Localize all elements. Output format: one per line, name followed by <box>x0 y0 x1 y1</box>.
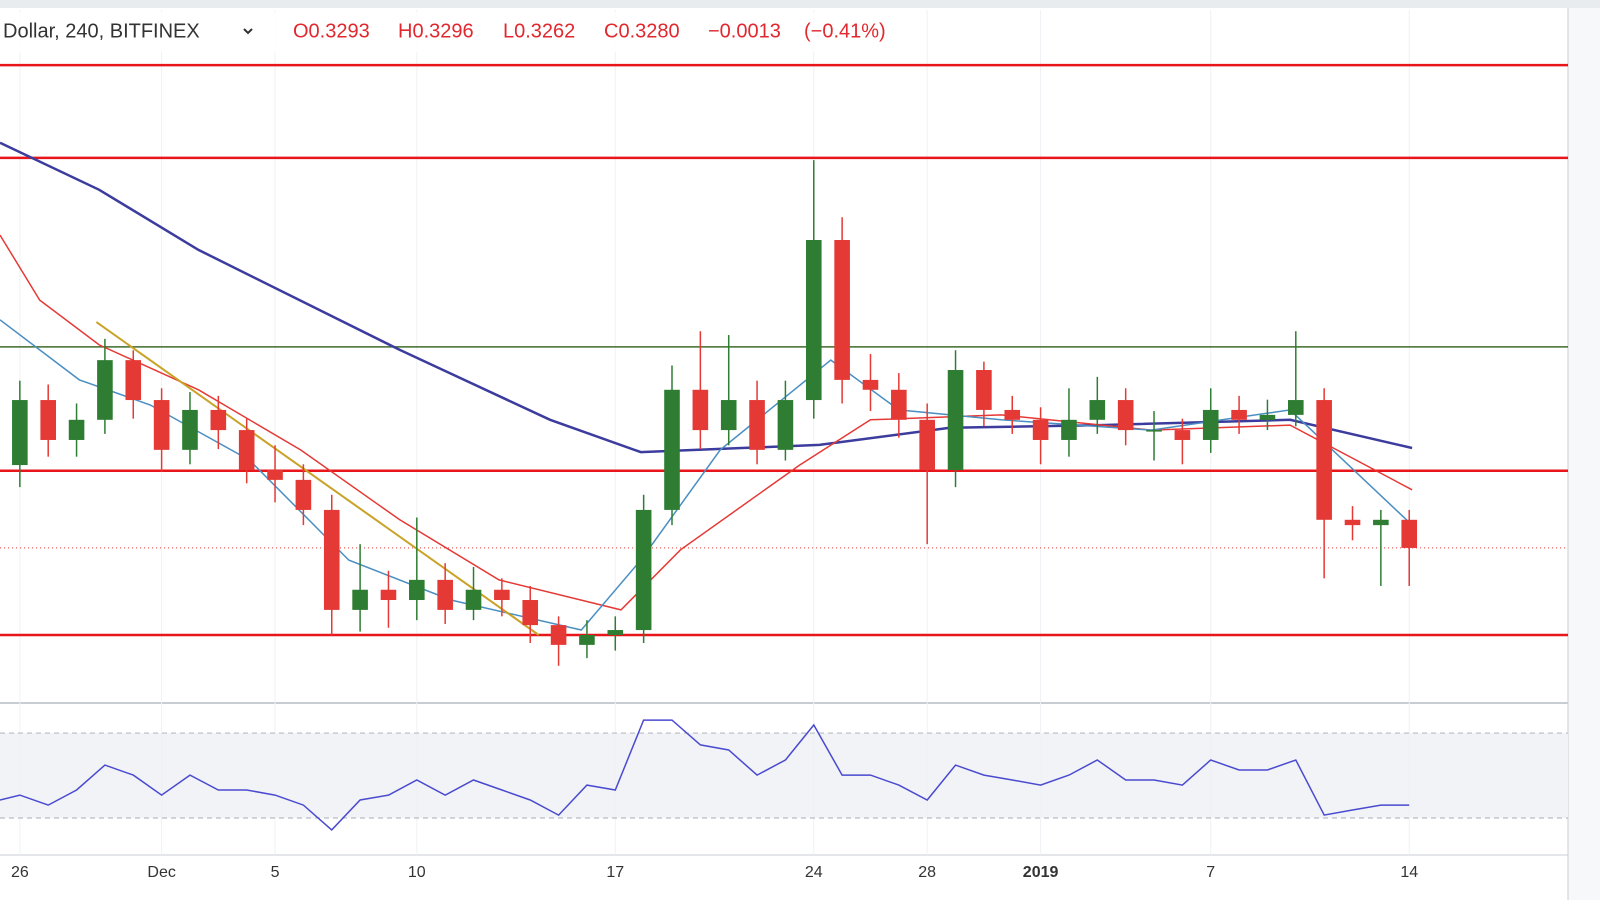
candle-body <box>1089 400 1106 420</box>
candle-body <box>805 240 822 401</box>
x-tick-label: 2019 <box>1023 864 1059 881</box>
rsi-line <box>0 719 1410 831</box>
candle-body <box>579 634 595 645</box>
candle-body <box>1117 400 1134 431</box>
x-tick-label: 24 <box>805 864 823 881</box>
quote-close: C0.3280 <box>604 20 680 42</box>
quote-change-pct: (−0.41%) <box>804 20 886 42</box>
candle-body <box>550 625 567 645</box>
candle-body <box>238 430 255 470</box>
candle-body <box>40 400 56 440</box>
candle-body <box>267 470 283 480</box>
candle-body <box>68 419 85 440</box>
x-tick-label: 14 <box>1400 864 1418 881</box>
quote-low: L0.3262 <box>503 20 575 42</box>
candle-body <box>834 240 850 380</box>
x-tick-label: 28 <box>918 864 936 881</box>
candle-body <box>1373 519 1389 526</box>
candle-body <box>1344 519 1361 526</box>
candle-body <box>494 589 510 601</box>
candle-body <box>1174 430 1191 440</box>
candle-body <box>891 389 907 420</box>
candle-body <box>295 479 312 510</box>
rsi-band <box>0 733 1568 818</box>
candle-body <box>919 419 935 470</box>
candle-body <box>1032 419 1049 440</box>
rsi-pane <box>0 719 1568 831</box>
legend[interactable]: Dollar, 240, BITFINEX O0.3293 H0.3296 L0… <box>0 12 910 52</box>
candle-body <box>12 400 28 466</box>
x-tick-label: 7 <box>1206 864 1215 881</box>
candle-body <box>720 400 737 431</box>
candle-body <box>437 579 453 610</box>
candle-body <box>635 509 652 631</box>
legend-background <box>0 12 910 52</box>
candle-body <box>749 400 765 450</box>
x-tick-label: Dec <box>147 864 175 881</box>
x-tick-label: 5 <box>271 864 280 881</box>
trend-line <box>95 321 540 636</box>
x-tick-label: 10 <box>408 864 426 881</box>
symbol-title[interactable]: Dollar, 240, BITFINEX <box>3 20 200 42</box>
candle-body <box>1259 414 1276 420</box>
candle-body <box>465 589 482 610</box>
x-tick-label: 17 <box>606 864 624 881</box>
candle-body <box>182 409 198 450</box>
quote-change: −0.0013 <box>708 20 781 42</box>
candle-body <box>777 400 794 450</box>
quote-open: O0.3293 <box>293 20 370 42</box>
price-scale-edge <box>1568 8 1600 900</box>
time-axis: 26 Dec 5 10 17 24 28 2019 7 14 <box>11 864 1418 881</box>
candle-body <box>607 630 624 635</box>
dropdown-chevron[interactable] <box>243 28 253 35</box>
candle-body <box>1061 419 1077 440</box>
x-tick-label: 26 <box>11 864 29 881</box>
candle-body <box>409 579 425 601</box>
candle-body <box>323 509 340 610</box>
candle-body <box>153 400 170 450</box>
moving-average <box>0 141 1413 454</box>
candle-body <box>1288 400 1304 415</box>
candle-body <box>1231 409 1247 420</box>
candle-body <box>1401 519 1418 548</box>
candle-body <box>947 370 964 470</box>
candle-body <box>1202 409 1219 440</box>
candle-body <box>97 360 113 420</box>
moving-average <box>0 234 1413 611</box>
candle-body <box>125 360 142 401</box>
candle-body <box>380 589 397 601</box>
candle-body <box>1316 400 1332 520</box>
candle-body <box>1146 430 1162 432</box>
candle-body <box>692 389 709 431</box>
candle-body <box>1004 409 1021 420</box>
top-bar <box>0 0 1600 8</box>
candle-body <box>862 379 879 390</box>
candle-body <box>352 589 368 610</box>
candle-body <box>522 600 539 626</box>
candle-body <box>210 409 227 431</box>
quote-high: H0.3296 <box>398 20 474 42</box>
candle-body <box>976 370 992 410</box>
plot <box>0 63 1568 666</box>
candle-body <box>664 389 680 510</box>
